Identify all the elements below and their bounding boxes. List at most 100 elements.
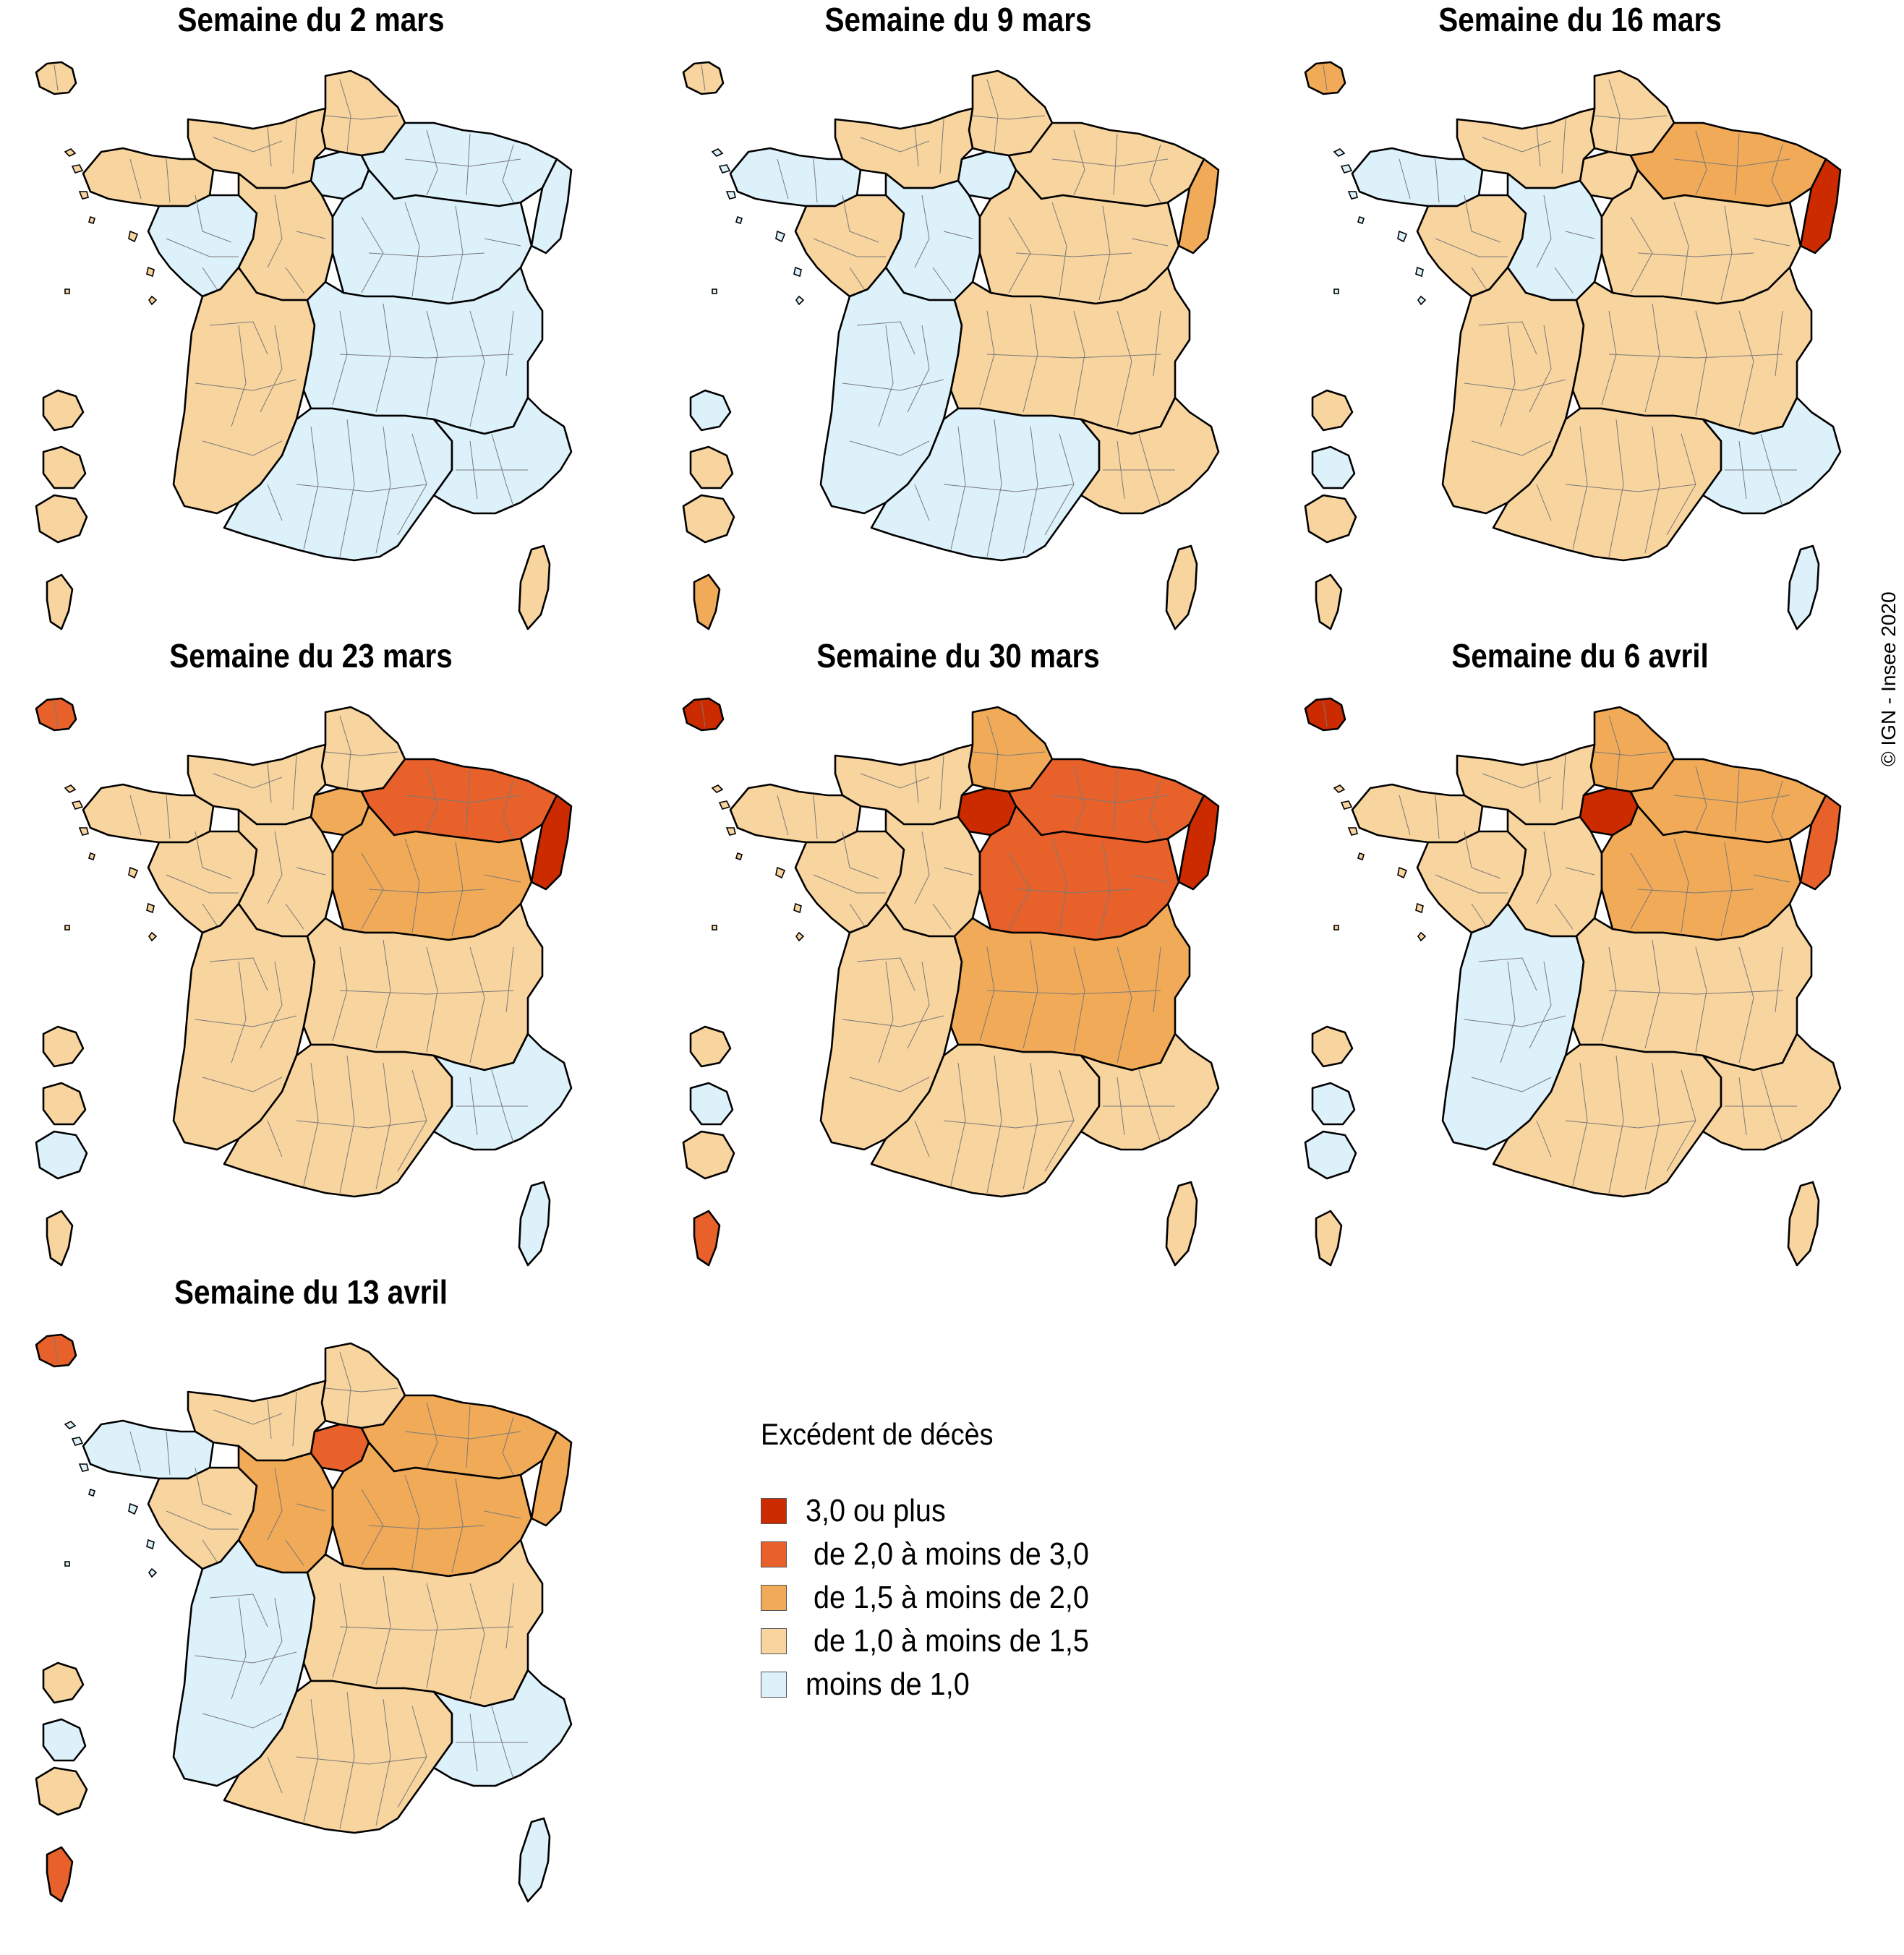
region-mq [42,1025,85,1068]
region-yt [46,1210,74,1267]
department-border [1630,216,1653,294]
department-border [339,354,514,359]
legend-items: 3,0 ou plus de 2,0 à moins de 3,0 de 1,5… [761,1489,1412,1706]
department-border [1435,795,1440,839]
department-border [1608,1055,1624,1194]
region-corse [1165,1181,1198,1267]
department-border [361,852,384,930]
department-border [267,831,283,904]
department-border [1637,889,1754,894]
department-border [1572,426,1588,550]
department-border [1117,310,1132,427]
department-border [932,267,952,294]
region-yt [693,573,721,630]
legend-item: de 1,0 à moins de 1,5 [761,1620,1412,1663]
department-border [166,1510,239,1530]
department-border [296,1503,326,1512]
department-border [404,1474,420,1570]
department-border [1073,766,1085,832]
department-border [267,1756,283,1794]
coastal-island [735,215,743,225]
department-border [303,1698,319,1823]
legend-label: de 1,5 à moins de 2,0 [806,1580,1089,1615]
department-border [939,755,944,810]
department-border [469,1583,485,1700]
coastal-island [725,827,736,836]
department-border [426,766,438,832]
region-alsace [1799,158,1842,254]
department-border [1435,874,1508,894]
department-border [1500,961,1516,1064]
department-border [426,946,438,1053]
department-border [1435,158,1440,203]
department-border [1673,838,1689,933]
legend-item: de 1,5 à moins de 2,0 [761,1576,1412,1620]
legend-label: moins de 1,0 [806,1667,970,1702]
department-border [54,701,59,727]
department-border [777,158,789,200]
department-border [260,325,283,413]
department-border [426,1402,438,1468]
department-border [375,303,391,413]
coastal-island [146,1539,155,1550]
department-border [1471,903,1487,926]
coastal-island [1333,784,1346,793]
department-border [1023,426,1038,554]
department-border [1478,957,1537,991]
credit-text: © IGN - Insee 2020 [1877,591,1900,766]
legend-swatch [761,1628,787,1654]
department-border [1323,64,1328,91]
department-border [972,751,1046,756]
department-border [1131,874,1169,883]
map-panel: Semaine du 16 mars [1276,0,1884,636]
choropleth-map [682,697,1220,1267]
department-border [267,126,272,167]
coastal-island [148,1567,158,1578]
department-border [1536,484,1552,521]
coastal-island [148,931,158,942]
department-border [491,433,514,507]
department-border [202,1539,218,1562]
coastal-island [78,1463,89,1472]
legend-swatch [761,1672,787,1698]
coastal-island [718,800,731,810]
department-border [339,990,514,995]
region-re [35,494,88,544]
department-border [1594,115,1668,120]
region-alsace [530,1430,573,1527]
region-re [1304,494,1357,544]
coastal-island [718,164,731,174]
panel-title: Semaine du 23 mars [169,637,453,675]
department-border [849,440,930,456]
department-border [209,957,268,991]
department-border [1015,889,1132,894]
department-border [1536,126,1541,167]
department-border [1098,842,1111,937]
coastal-island [1340,164,1353,174]
department-border [860,137,930,153]
department-border [1471,1077,1552,1092]
department-border [339,79,351,153]
region-gf [689,445,734,489]
department-border [231,961,247,1064]
department-border [285,1539,304,1566]
department-border [339,419,355,557]
department-border [813,795,818,839]
department-border [1051,202,1067,297]
department-border [195,1467,232,1515]
department-border [849,1077,930,1092]
department-border [292,119,297,174]
department-border [1771,144,1783,203]
department-border [484,238,521,247]
department-border [375,426,391,554]
department-border [339,1055,355,1194]
department-border [986,715,999,789]
department-border [1149,144,1161,203]
coastal-island [1357,852,1365,861]
department-border [943,231,973,239]
region-yt [46,1846,74,1903]
region-yt [693,1210,721,1267]
department-border [1738,310,1754,427]
map-panel: Semaine du 6 avril [1276,636,1884,1272]
department-border [1138,1069,1161,1143]
